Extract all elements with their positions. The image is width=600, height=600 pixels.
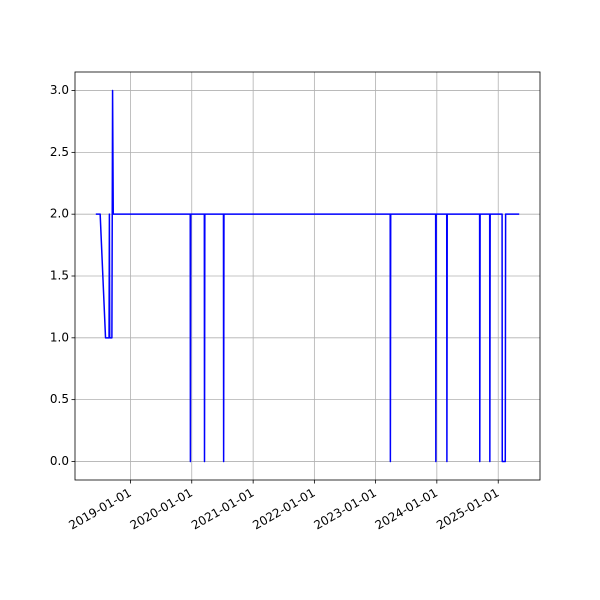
y-tick-label: 0.5 — [50, 392, 69, 406]
y-tick-label: 1.0 — [50, 330, 69, 344]
y-tick-label: 0.0 — [50, 454, 69, 468]
y-tick-label: 2.0 — [50, 207, 69, 221]
y-tick-label: 3.0 — [50, 83, 69, 97]
x-tick-label: 2025-01-01 — [434, 486, 501, 533]
x-tick-label: 2023-01-01 — [311, 486, 378, 533]
x-tick-label: 2022-01-01 — [250, 486, 317, 533]
y-tick-label: 1.5 — [50, 269, 69, 283]
x-tick-label: 2024-01-01 — [373, 486, 440, 533]
y-tick-label: 2.5 — [50, 145, 69, 159]
x-tick-label: 2021-01-01 — [189, 486, 256, 533]
x-tick-label: 2020-01-01 — [128, 486, 195, 533]
x-tick-label: 2019-01-01 — [66, 486, 133, 533]
line — [95, 89, 520, 463]
axes-frame — [74, 71, 541, 481]
